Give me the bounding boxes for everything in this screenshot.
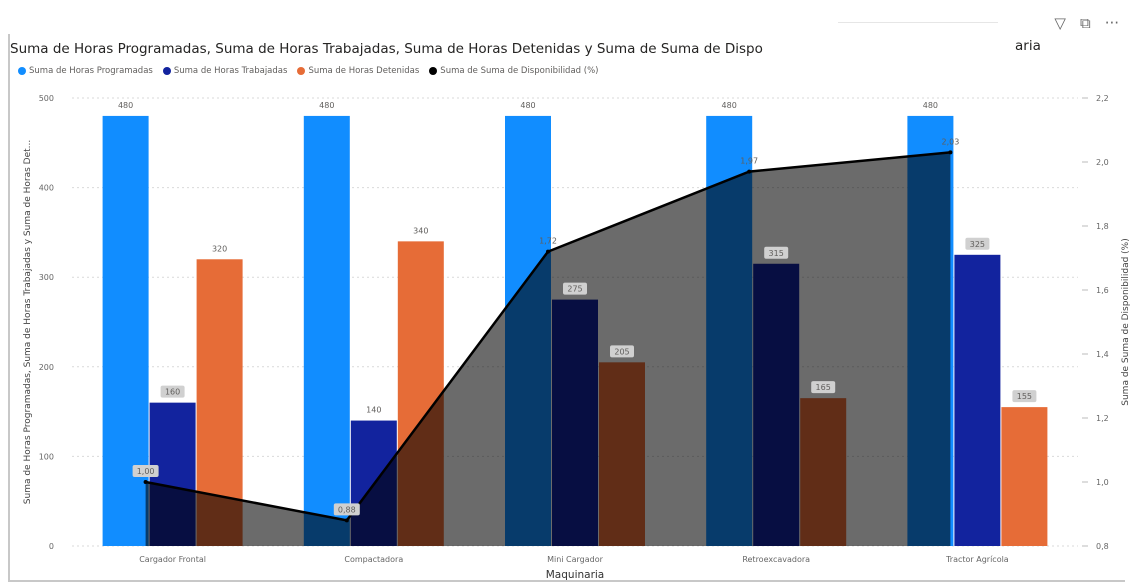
data-label: 1,97 — [740, 157, 758, 166]
data-label: 480 — [118, 101, 133, 110]
data-label: 325 — [970, 240, 985, 249]
bar-programadas — [102, 115, 149, 547]
bar-detenidas — [1001, 407, 1048, 546]
y2-tick-label: 2,0 — [1096, 158, 1109, 167]
availability-point — [948, 150, 953, 155]
data-label: 340 — [413, 226, 428, 235]
legend-marker — [297, 67, 306, 75]
data-label: 1,00 — [137, 467, 155, 476]
data-label: 480 — [923, 101, 938, 110]
data-label: 2,03 — [941, 137, 959, 146]
availability-area — [143, 150, 953, 546]
x-tick-label: Mini Cargador — [547, 555, 604, 564]
x-tick-label: Cargador Frontal — [139, 555, 206, 564]
data-label: 1,72 — [539, 237, 557, 246]
data-label-bg — [333, 503, 360, 516]
data-label: 480 — [319, 101, 334, 110]
chart-legend: Suma de Horas Programadas Suma de Horas … — [18, 66, 598, 76]
focus-mode-icon[interactable]: ⧉ — [1079, 14, 1091, 32]
y2-tick-label: 2,2 — [1096, 94, 1109, 103]
y2-tick-label: 1,2 — [1096, 414, 1109, 423]
legend-item-disponibilidad[interactable]: Suma de Suma de Disponibilidad (%) — [429, 66, 598, 76]
data-label-bg — [160, 385, 185, 398]
legend-label: Suma de Horas Trabajadas — [173, 66, 288, 76]
legend-item-programadas[interactable]: Suma de Horas Programadas — [18, 66, 153, 76]
y2-tick-label: 1,4 — [1096, 350, 1109, 359]
axes: 0 100 200 300 400 500 0,8 1,0 1,2 1,4 1,6 1,8 2,0 2,2… — [23, 94, 1131, 581]
data-label: 0,88 — [338, 505, 356, 514]
data-label-bg — [610, 345, 634, 358]
y2-tick-label: 1,8 — [1096, 222, 1109, 231]
data-labels: 480 160 320 480 140 340 480 275 205 480 315 165 480 3… — [118, 101, 1037, 516]
data-label: 205 — [614, 347, 629, 356]
legend-marker — [429, 67, 438, 75]
data-label: 140 — [366, 406, 381, 415]
more-options-icon[interactable]: ··· — [1104, 14, 1119, 32]
bar-programadas — [303, 115, 350, 547]
data-label: 155 — [1017, 392, 1032, 401]
availability-point — [747, 169, 752, 174]
y-tick-label: 100 — [39, 452, 54, 461]
y-axis-title: Suma de Horas Programadas, Suma de Horas… — [23, 140, 33, 504]
chart-title-tail: aria — [1015, 38, 1041, 54]
data-label: 480 — [520, 101, 535, 110]
y2-tick-label: 1,6 — [1096, 286, 1109, 295]
data-label-bg — [764, 246, 789, 259]
chart-title-text: Suma de Horas Programadas, Suma de Horas… — [10, 41, 763, 57]
y-tick-label: 400 — [39, 184, 54, 193]
title-occluder — [838, 38, 1018, 60]
data-label: 315 — [769, 249, 784, 258]
bar-trabajadas — [954, 254, 1001, 547]
data-label: 165 — [816, 383, 831, 392]
data-label-bg — [132, 465, 159, 477]
y-tick-label: 300 — [39, 273, 54, 282]
data-label-bg — [965, 237, 990, 250]
data-label-bg — [1012, 390, 1037, 403]
availability-point — [546, 249, 550, 254]
y2-tick-label: 1,0 — [1096, 478, 1109, 487]
y-tick-label: 200 — [39, 363, 54, 372]
legend-label: Suma de Horas Programadas — [29, 66, 153, 76]
filter-icon[interactable]: ▽ — [1054, 14, 1066, 32]
availability-point — [344, 518, 349, 523]
x-axis-title: Maquinaria — [546, 569, 605, 581]
availability-area-fill — [145, 152, 951, 546]
legend-label: Suma de Suma de Disponibilidad (%) — [440, 66, 599, 76]
y-tick-label: 0 — [49, 542, 54, 551]
y2-axis-title: Suma de Suma de Disponibilidad (%) — [1121, 238, 1131, 405]
legend-item-trabajadas[interactable]: Suma de Horas Trabajadas — [162, 66, 288, 76]
data-label: 320 — [212, 244, 227, 253]
data-label: 480 — [722, 101, 737, 110]
legend-marker — [162, 67, 171, 75]
visual-header-overlay — [838, 4, 998, 23]
x-tick-label: Tractor Agrícola — [945, 555, 1009, 564]
legend-item-detenidas[interactable]: Suma de Horas Detenidas — [297, 66, 419, 76]
data-label: 275 — [567, 285, 582, 294]
visual-toolbar: ▽ ⧉ ··· — [1054, 14, 1119, 32]
y2-tick-label: 0,8 — [1096, 542, 1109, 551]
legend-label: Suma de Horas Detenidas — [308, 66, 420, 76]
data-label-bg — [811, 381, 836, 394]
legend-marker — [18, 67, 26, 75]
chart-title: Suma de Horas Programadas, Suma de Horas… — [10, 38, 1041, 60]
y-tick-label: 500 — [39, 94, 54, 103]
x-tick-label: Compactadora — [344, 555, 403, 564]
data-label: 160 — [165, 388, 180, 397]
data-label-bg — [563, 282, 587, 295]
availability-point — [143, 480, 148, 484]
x-tick-label: Retroexcavadora — [742, 555, 810, 564]
